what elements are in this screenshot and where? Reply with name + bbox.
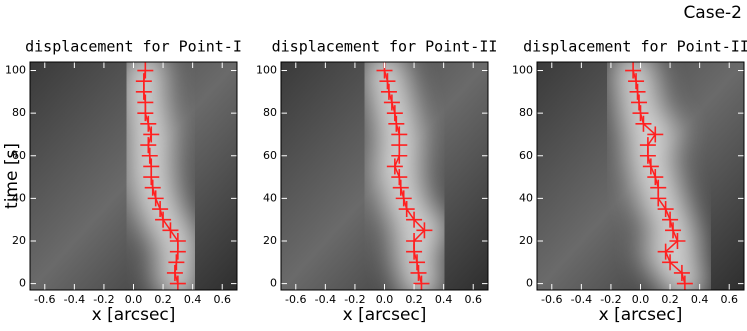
x-tick-label: 0.6 [464,293,482,306]
x-tick-label: 0.2 [405,293,423,306]
x-tick-label: -0.2 [344,293,365,306]
x-tick-label: 0.2 [154,293,172,306]
x-tick-label: 0.2 [661,293,679,306]
panel-title: displacement for Point-II [272,38,498,56]
y-tick-label: 20 [263,234,277,247]
image-layer [612,62,706,290]
y-tick-label: 60 [263,149,277,162]
y-tick-label: 40 [519,191,533,204]
x-axis-label: x [arcsec] [92,305,176,325]
y-axis-label: time [s] [2,143,22,209]
x-tick-label: -0.4 [315,293,336,306]
y-tick-label: 0 [270,277,277,290]
y-tick-label: 100 [5,64,26,77]
x-tick-label: -0.4 [64,293,85,306]
y-tick-label: 40 [263,191,277,204]
x-axis-label: x [arcsec] [599,305,683,325]
x-tick-label: -0.2 [93,293,114,306]
x-tick-label: 0.6 [720,293,738,306]
y-tick-label: 0 [19,277,26,290]
plot-frame [280,61,489,291]
y-tick-label: 100 [256,64,277,77]
panel-title: displacement for Point-III [523,38,747,56]
y-tick-label: 20 [12,234,26,247]
x-tick-label: 0.4 [435,293,453,306]
y-tick-label: 60 [12,149,26,162]
image-layer [363,62,454,290]
x-tick-label: -0.2 [600,293,621,306]
x-tick-label: 0.0 [632,293,650,306]
x-tick-label: 0.0 [376,293,394,306]
plot-frame [536,61,745,291]
x-tick-label: -0.4 [571,293,592,306]
x-tick-label: -0.6 [285,293,306,306]
panel-title: displacement for Point-I [25,38,242,56]
x-tick-label: 0.4 [691,293,709,306]
y-tick-label: 80 [263,106,277,119]
y-tick-label: 0 [526,277,533,290]
plot-frame [29,61,238,291]
y-tick-label: 80 [519,106,533,119]
y-tick-label: 20 [519,234,533,247]
x-tick-label: -0.6 [34,293,55,306]
x-tick-label: 0.0 [125,293,143,306]
case-label: Case-2 [683,3,742,23]
image-layer [122,62,199,290]
y-tick-label: 40 [12,191,26,204]
y-tick-label: 100 [512,64,533,77]
y-tick-label: 80 [12,106,26,119]
x-tick-label: 0.4 [184,293,202,306]
x-axis-label: x [arcsec] [343,305,427,325]
x-tick-label: 0.6 [213,293,231,306]
y-tick-label: 60 [519,149,533,162]
x-tick-label: -0.6 [541,293,562,306]
